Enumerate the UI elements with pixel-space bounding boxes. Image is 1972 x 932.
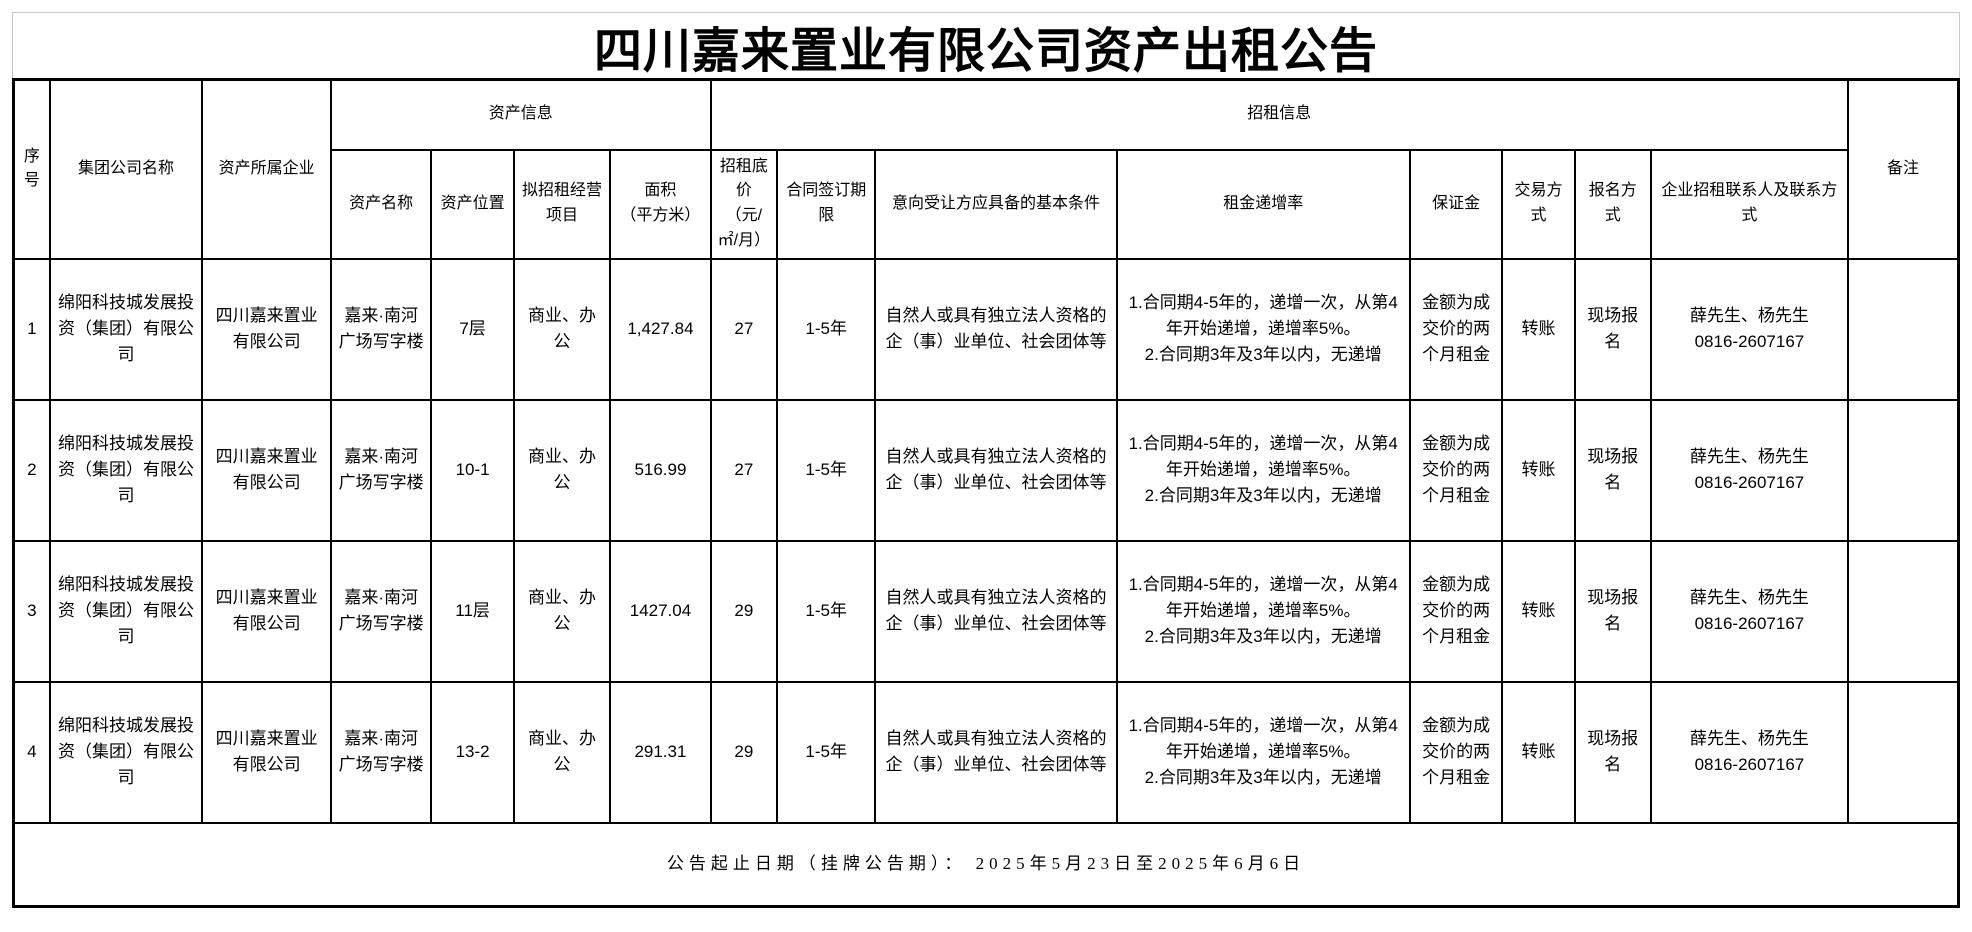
header-base-price: 招租底价 （元/㎡/月）: [709, 148, 778, 260]
cell-asset-owner: 四川嘉来置业有限公司: [201, 398, 332, 542]
cell-contract-term: 1-5年: [775, 398, 877, 542]
cell-rent-increase: 1.合同期4-5年的，递增一次，从第4年开始递增，递增率5%。 2.合同期3年及…: [1115, 680, 1411, 824]
cell-transaction-method: 转账: [1501, 539, 1576, 683]
cell-group-company: 绵阳科技城发展投资（集团）有限公司: [48, 398, 204, 542]
cell-contract-term: 1-5年: [775, 680, 877, 824]
cell-asset-name: 嘉来·南河广场写字楼: [329, 680, 433, 824]
header-registration-method: 报名方式: [1573, 148, 1652, 260]
cell-contact: 薛先生、杨先生 0816-2607167: [1649, 257, 1849, 401]
header-seq: 序号: [12, 78, 51, 260]
cell-transaction-method: 转账: [1501, 398, 1576, 542]
header-asset-location: 资产位置: [430, 148, 515, 260]
cell-asset-name: 嘉来·南河广场写字楼: [329, 257, 433, 401]
cell-seq: 4: [12, 680, 51, 824]
cell-contract-term: 1-5年: [775, 257, 877, 401]
page-title: 四川嘉来置业有限公司资产出租公告: [593, 24, 1378, 78]
cell-contact: 薛先生、杨先生 0816-2607167: [1649, 398, 1849, 542]
cell-area: 516.99: [609, 398, 712, 542]
cell-asset-location: 10-1: [430, 398, 515, 542]
cell-group-company: 绵阳科技城发展投资（集团）有限公司: [48, 257, 204, 401]
rental-announcement-table: 序号 集团公司名称 资产所属企业 资产信息 招租信息 备注 资产名称 资产位置 …: [12, 78, 1960, 909]
header-conditions: 意向受让方应具备的基本条件: [874, 148, 1118, 260]
cell-seq: 2: [12, 398, 51, 542]
cell-asset-owner: 四川嘉来置业有限公司: [201, 680, 332, 824]
cell-base-price: 27: [709, 257, 778, 401]
header-asset-name: 资产名称: [329, 148, 433, 260]
cell-registration-method: 现场报名: [1573, 680, 1652, 824]
cell-planned-business: 商业、办公: [512, 680, 612, 824]
cell-rent-increase: 1.合同期4-5年的，递增一次，从第4年开始递增，递增率5%。 2.合同期3年及…: [1115, 257, 1411, 401]
cell-rent-increase: 1.合同期4-5年的，递增一次，从第4年开始递增，递增率5%。 2.合同期3年及…: [1115, 398, 1411, 542]
table-row: 4 绵阳科技城发展投资（集团）有限公司 四川嘉来置业有限公司 嘉来·南河广场写字…: [12, 680, 1960, 824]
cell-asset-location: 13-2: [430, 680, 515, 824]
cell-planned-business: 商业、办公: [512, 539, 612, 683]
cell-deposit: 金额为成交价的两个月租金: [1408, 539, 1504, 683]
cell-seq: 3: [12, 539, 51, 683]
cell-rent-increase: 1.合同期4-5年的，递增一次，从第4年开始递增，递增率5%。 2.合同期3年及…: [1115, 539, 1411, 683]
cell-transaction-method: 转账: [1501, 680, 1576, 824]
header-contract-term: 合同签订期限: [775, 148, 877, 260]
title-box: 四川嘉来置业有限公司资产出租公告: [12, 12, 1960, 78]
header-row-groups: 序号 集团公司名称 资产所属企业 资产信息 招租信息 备注: [12, 78, 1960, 260]
cell-remark: [1846, 680, 1960, 824]
header-area: 面积 （平方米）: [609, 148, 712, 260]
header-contact: 企业招租联系人及联系方式: [1649, 148, 1849, 260]
header-transaction-method: 交易方式: [1501, 148, 1576, 260]
cell-area: 1,427.84: [609, 257, 712, 401]
cell-asset-name: 嘉来·南河广场写字楼: [329, 539, 433, 683]
cell-contact: 薛先生、杨先生 0816-2607167: [1649, 539, 1849, 683]
cell-area: 291.31: [609, 680, 712, 824]
cell-registration-method: 现场报名: [1573, 539, 1652, 683]
cell-remark: [1846, 257, 1960, 401]
cell-group-company: 绵阳科技城发展投资（集团）有限公司: [48, 539, 204, 683]
cell-deposit: 金额为成交价的两个月租金: [1408, 680, 1504, 824]
cell-asset-owner: 四川嘉来置业有限公司: [201, 539, 332, 683]
cell-conditions: 自然人或具有独立法人资格的企（事）业单位、社会团体等: [874, 539, 1118, 683]
cell-conditions: 自然人或具有独立法人资格的企（事）业单位、社会团体等: [874, 680, 1118, 824]
cell-contact: 薛先生、杨先生 0816-2607167: [1649, 680, 1849, 824]
header-row-sub: 资产名称 资产位置 拟招租经营 项目 面积 （平方米） 招租底价 （元/㎡/月）…: [14, 148, 1959, 260]
cell-asset-name: 嘉来·南河广场写字楼: [329, 398, 433, 542]
cell-base-price: 27: [709, 398, 778, 542]
header-deposit: 保证金: [1408, 148, 1504, 260]
cell-remark: [1846, 398, 1960, 542]
cell-base-price: 29: [709, 680, 778, 824]
header-asset-info-group: 资产信息: [329, 78, 712, 151]
header-rent-increase: 租金递增率: [1115, 148, 1411, 260]
cell-registration-method: 现场报名: [1573, 257, 1652, 401]
table-row: 2 绵阳科技城发展投资（集团）有限公司 四川嘉来置业有限公司 嘉来·南河广场写字…: [12, 398, 1960, 542]
cell-conditions: 自然人或具有独立法人资格的企（事）业单位、社会团体等: [874, 398, 1118, 542]
cell-conditions: 自然人或具有独立法人资格的企（事）业单位、社会团体等: [874, 257, 1118, 401]
footer-row: 公告起止日期（挂牌公告期）： 2025年5月23日至2025年6月6日: [12, 821, 1960, 908]
cell-group-company: 绵阳科技城发展投资（集团）有限公司: [48, 680, 204, 824]
header-planned-business: 拟招租经营 项目: [512, 148, 612, 260]
cell-asset-location: 11层: [430, 539, 515, 683]
cell-asset-owner: 四川嘉来置业有限公司: [201, 257, 332, 401]
cell-remark: [1846, 539, 1960, 683]
cell-asset-location: 7层: [430, 257, 515, 401]
announcement-period: 公告起止日期（挂牌公告期）： 2025年5月23日至2025年6月6日: [12, 821, 1960, 908]
header-rental-info-group: 招租信息: [709, 78, 1849, 151]
header-asset-owner: 资产所属企业: [201, 78, 332, 260]
cell-seq: 1: [12, 257, 51, 401]
cell-base-price: 29: [709, 539, 778, 683]
header-group-company: 集团公司名称: [48, 78, 204, 260]
cell-area: 1427.04: [609, 539, 712, 683]
cell-contract-term: 1-5年: [775, 539, 877, 683]
cell-registration-method: 现场报名: [1573, 398, 1652, 542]
cell-planned-business: 商业、办公: [512, 257, 612, 401]
cell-deposit: 金额为成交价的两个月租金: [1408, 398, 1504, 542]
cell-planned-business: 商业、办公: [512, 398, 612, 542]
table-row: 1 绵阳科技城发展投资（集团）有限公司 四川嘉来置业有限公司 嘉来·南河广场写字…: [12, 257, 1960, 401]
cell-transaction-method: 转账: [1501, 257, 1576, 401]
cell-deposit: 金额为成交价的两个月租金: [1408, 257, 1504, 401]
table-row: 3 绵阳科技城发展投资（集团）有限公司 四川嘉来置业有限公司 嘉来·南河广场写字…: [12, 539, 1960, 683]
header-remark: 备注: [1846, 78, 1960, 260]
